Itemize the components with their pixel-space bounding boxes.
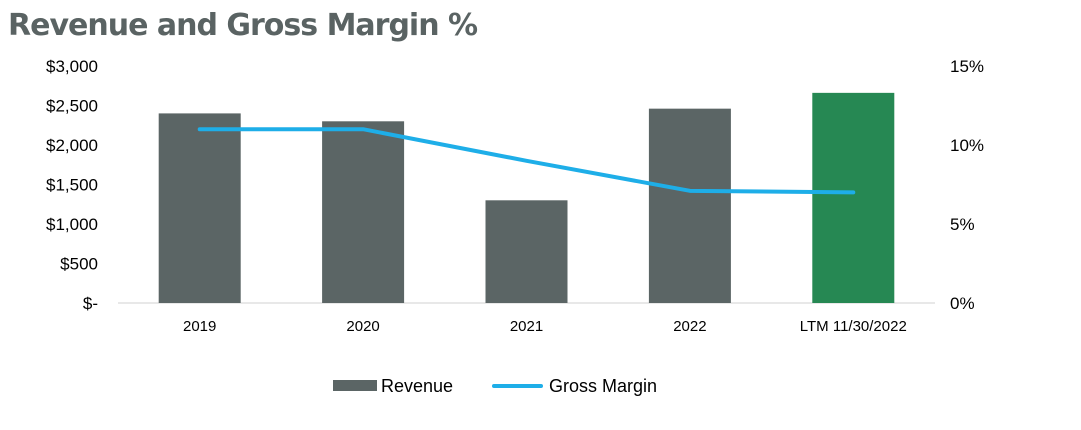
left-axis-tick-label: $3,000: [46, 57, 98, 76]
x-axis-tick-label: 2020: [346, 318, 379, 335]
legend-gross-margin-label: Gross Margin: [549, 376, 657, 396]
left-axis-tick-label: $2,000: [46, 136, 98, 155]
x-axis-tick-label: 2019: [183, 318, 216, 335]
revenue-bar: [158, 113, 241, 304]
gross-margin-point: [526, 160, 527, 162]
gross-margin-point: [362, 128, 364, 130]
x-axis-tick-label: 2022: [673, 318, 706, 335]
right-axis-tick-label: 0%: [950, 294, 975, 313]
revenue-bars: [158, 92, 895, 304]
left-axis-tick-label: $1,500: [46, 176, 98, 195]
x-axis-ticks: 2019 2020 2021 2022 LTM 11/30/2022: [183, 318, 907, 335]
left-axis-tick-label: $2,500: [46, 97, 98, 116]
revenue-bar: [485, 200, 568, 303]
revenue-bar: [322, 121, 405, 303]
right-axis-tick-label: 15%: [950, 57, 984, 76]
x-axis-tick-label: LTM 11/30/2022: [800, 318, 907, 335]
right-axis-tick-label: 10%: [950, 136, 984, 155]
left-axis-ticks: $- $500 $1,000 $1,500 $2,000 $2,500 $3,000: [46, 57, 98, 313]
legend-revenue-swatch: [333, 380, 377, 391]
revenue-bar: [812, 92, 895, 303]
revenue-bar: [648, 108, 731, 303]
right-axis-ticks: 0% 5% 10% 15%: [950, 57, 984, 313]
left-axis-tick-label: $1,000: [46, 215, 98, 234]
legend-revenue-label: Revenue: [381, 376, 453, 396]
gross-margin-line-group: [197, 127, 856, 195]
chart-title: Revenue and Gross Margin %: [8, 8, 478, 43]
left-axis-tick-label: $500: [60, 255, 98, 274]
left-axis-tick-label: $-: [83, 294, 98, 313]
right-axis-tick-label: 5%: [950, 215, 975, 234]
gross-margin-point: [199, 128, 201, 130]
gross-margin-point: [852, 191, 854, 193]
x-axis-tick-label: 2021: [510, 318, 543, 335]
legend: Revenue Gross Margin: [333, 376, 657, 396]
gross-margin-point: [689, 190, 691, 192]
